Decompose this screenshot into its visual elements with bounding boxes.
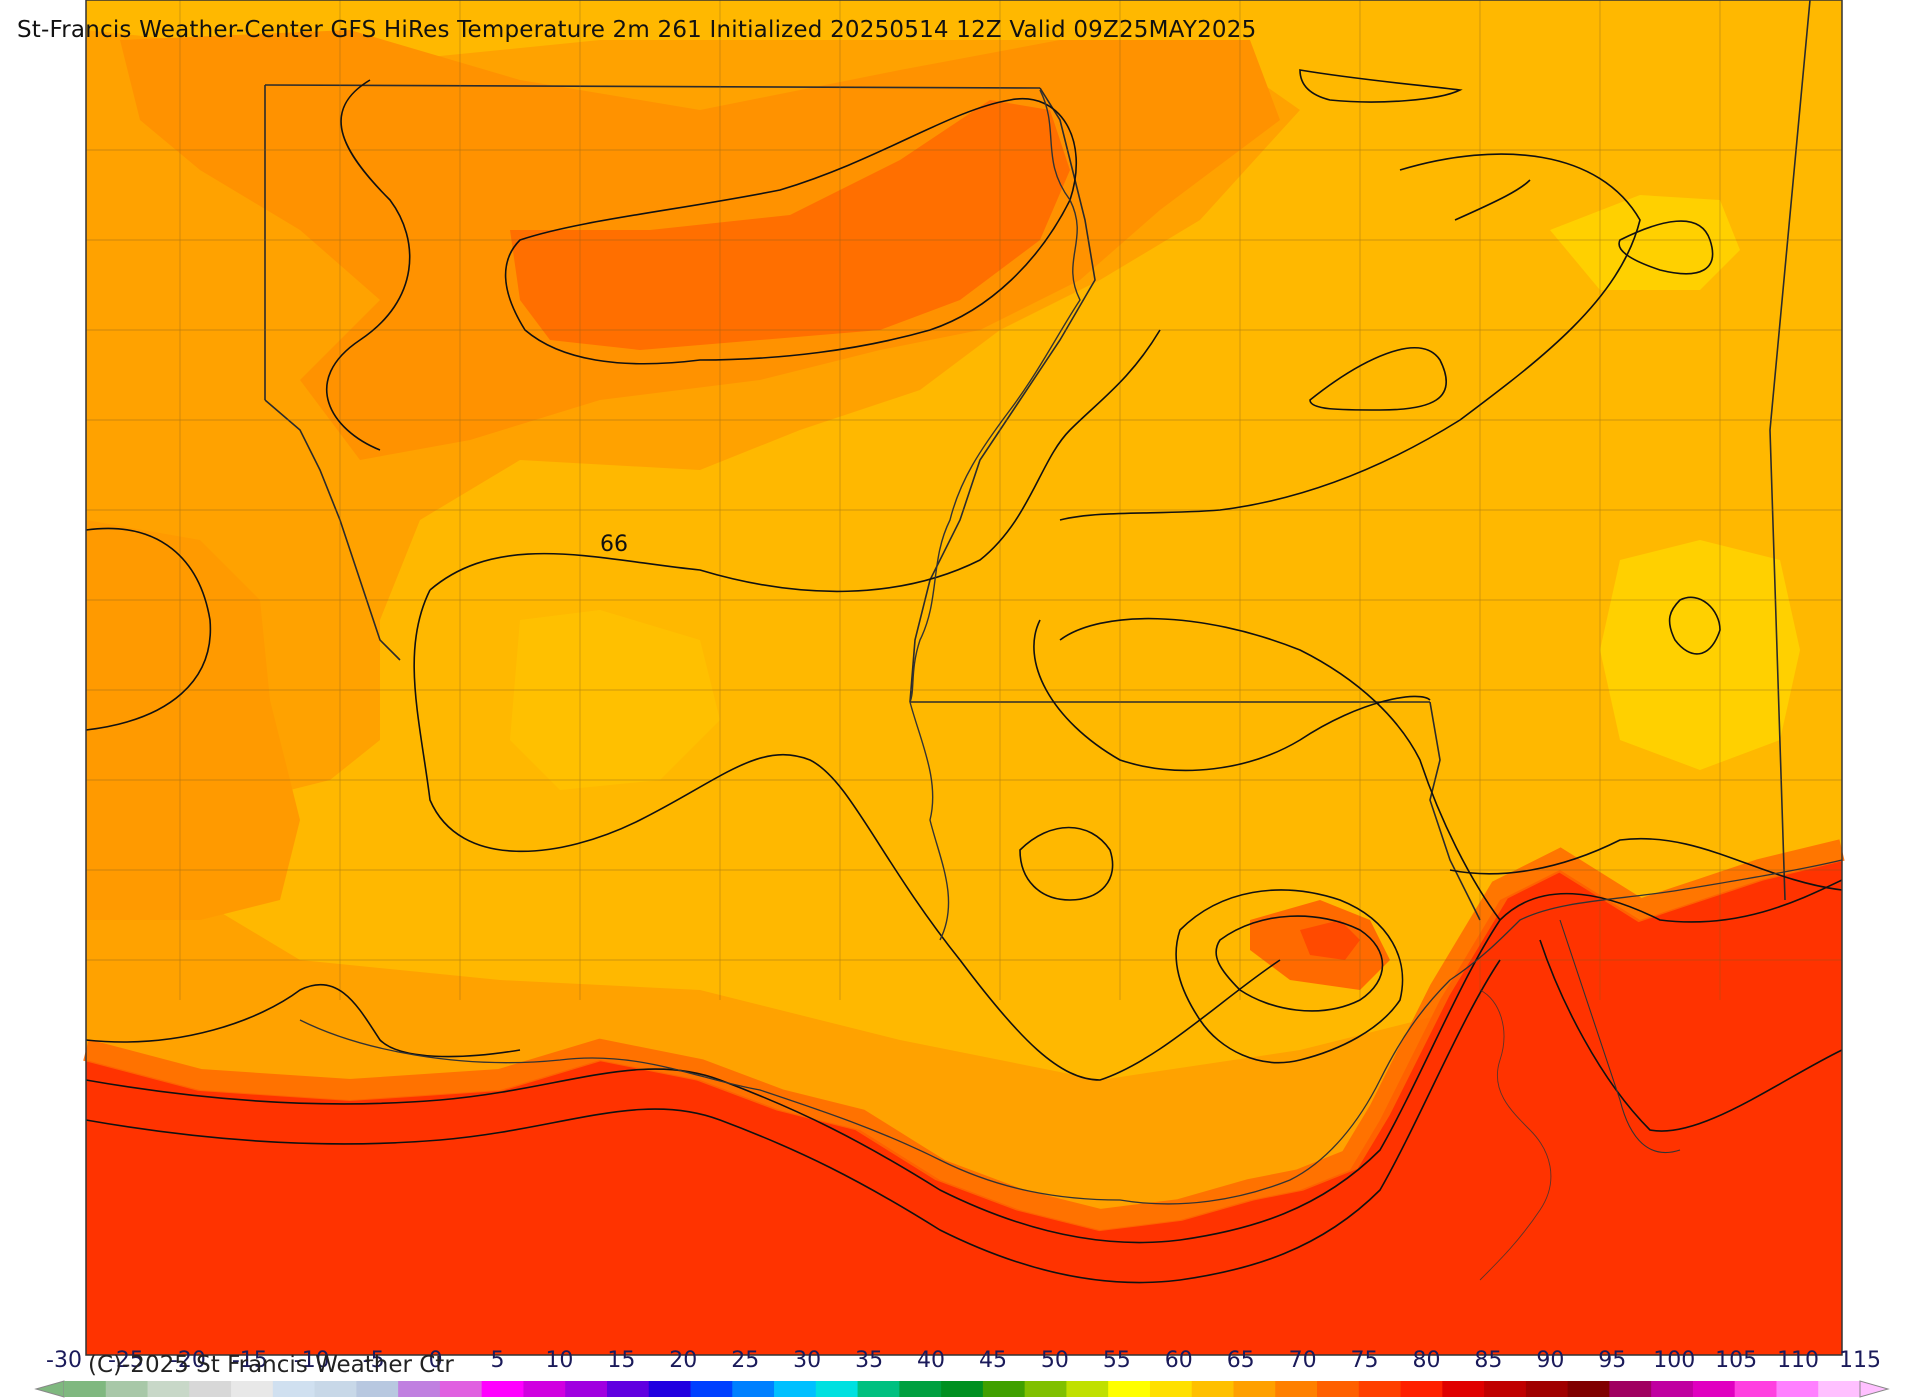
colorbar-swatch [690,1381,733,1397]
orange-left [86,520,300,920]
colorbar-label: 60 [1164,1348,1193,1373]
dark-orange-north [510,100,1070,350]
delta-hot-pocket [1300,920,1360,960]
colorbar-swatch [147,1381,190,1397]
yellow-patch-ne [1550,195,1740,290]
colorbar-label: 55 [1102,1348,1131,1373]
colorbar-swatch [1233,1381,1276,1397]
colorbar-swatch [1609,1381,1652,1397]
colorbar-swatch [105,1381,149,1397]
colorbar-swatch [64,1381,107,1397]
mississippi-river [909,89,1081,941]
colorbar-label: 65 [1226,1348,1255,1373]
colorbar-swatch [1275,1381,1318,1397]
colorbar-swatch [565,1381,608,1397]
colorbar-label: 40 [917,1348,946,1373]
plot-frame [85,0,1843,1356]
colorbar-swatch [1484,1381,1527,1397]
colorbar-swatch [1525,1381,1569,1397]
colorbar-label: 30 [793,1348,822,1373]
county-lines [86,0,1842,1000]
colorbar-swatch [1567,1381,1610,1397]
gulf-water [86,860,1842,1355]
colorbar-swatch [1400,1381,1443,1397]
colorbar-label: -20 [169,1348,206,1373]
colorbar-label: 5 [490,1348,505,1373]
florida-coast [1559,919,1681,1154]
amber-patch-center [510,610,720,790]
colorbar-swatch [231,1381,274,1397]
colorbar-swatch [982,1381,1026,1397]
colorbar-label: -5 [362,1348,385,1373]
colorbar-swatch [1651,1381,1694,1397]
colorbar-swatch [941,1381,984,1397]
colorbar-label: 70 [1288,1348,1317,1373]
colorbar-label: -15 [231,1348,268,1373]
colorbar-swatch [606,1381,650,1397]
colorbar-swatch [1692,1381,1736,1397]
colorbar-label: 75 [1350,1348,1379,1373]
colorbar-swatch [398,1381,441,1397]
colorbar-swatch [314,1381,357,1397]
amber-region [86,0,1842,1080]
colorbar-swatch [1108,1381,1151,1397]
colorbar-swatch [857,1381,900,1397]
colorbar-swatch [272,1381,316,1397]
colorbar-swatch [815,1381,859,1397]
colorbar-label: 90 [1536,1348,1565,1373]
colorbar-swatch [1442,1381,1485,1397]
colorbar-swatch [1024,1381,1067,1397]
colorbar-swatch [1358,1381,1402,1397]
colorbar-label: 100 [1653,1348,1696,1373]
colorbar-label: 45 [978,1348,1007,1373]
colorbar-label: 105 [1715,1348,1758,1373]
colorbar-label: -30 [46,1348,82,1373]
colorbar-swatch [189,1381,232,1397]
colorbar-label: -25 [107,1348,144,1373]
colorbar-swatch [1818,1381,1861,1397]
state-borders [264,0,1811,921]
colorbar-swatch [481,1381,524,1397]
colorbar-swatch [1191,1381,1234,1397]
colorbar-swatch [356,1381,399,1397]
colorbar-swatch [439,1381,483,1397]
colorbar-swatch [1066,1381,1109,1397]
colorbar-swatch [523,1381,566,1397]
isotherm-contours [85,69,1843,1284]
coastal-band [83,839,1845,1232]
delta-marsh [1479,989,1552,1281]
colorbar-label: 25 [731,1348,760,1373]
colorbar-swatch [1149,1381,1193,1397]
colorbar-right-arrow [1859,1380,1890,1398]
colorbar-label: 80 [1412,1348,1441,1373]
colorbar-swatch [899,1381,942,1397]
colorbar-label: 50 [1040,1348,1069,1373]
colorbar-label: 20 [669,1348,698,1373]
colorbar-swatch [774,1381,817,1397]
colorbar-left-arrow [34,1380,65,1398]
contour-label: 66 [600,532,628,557]
colorbar-labels: -30 -25 -20 -15 -10 -5 0 5 10 15 20 25 30 35 40 45 50 55 6… [0,1348,1920,1378]
colorbar-swatch [1734,1381,1777,1397]
colorbar-swatch [1317,1381,1360,1397]
colorbar-label: 85 [1474,1348,1503,1373]
colorbar-swatch [732,1381,775,1397]
colorbar-label: 115 [1839,1348,1881,1373]
colorbar-label: 15 [607,1348,636,1373]
colorbar [34,1380,1890,1398]
copyright-text: (C)-2025 St Francis Weather Ctr [88,1352,454,1378]
colorbar-swatch [648,1381,692,1397]
colorbar-label: 10 [545,1348,574,1373]
colorbar-label: 110 [1777,1348,1820,1373]
colorbar-label: 95 [1598,1348,1627,1373]
colorbar-label: 0 [428,1348,443,1373]
map-title: St-Francis Weather-Center GFS HiRes Temp… [17,17,1257,43]
colorbar-swatch [1776,1381,1819,1397]
colorbar-label: 35 [855,1348,884,1373]
yellow-patch-east [1600,540,1800,770]
coastline [299,859,1843,1205]
colorbar-label: -10 [293,1348,330,1373]
